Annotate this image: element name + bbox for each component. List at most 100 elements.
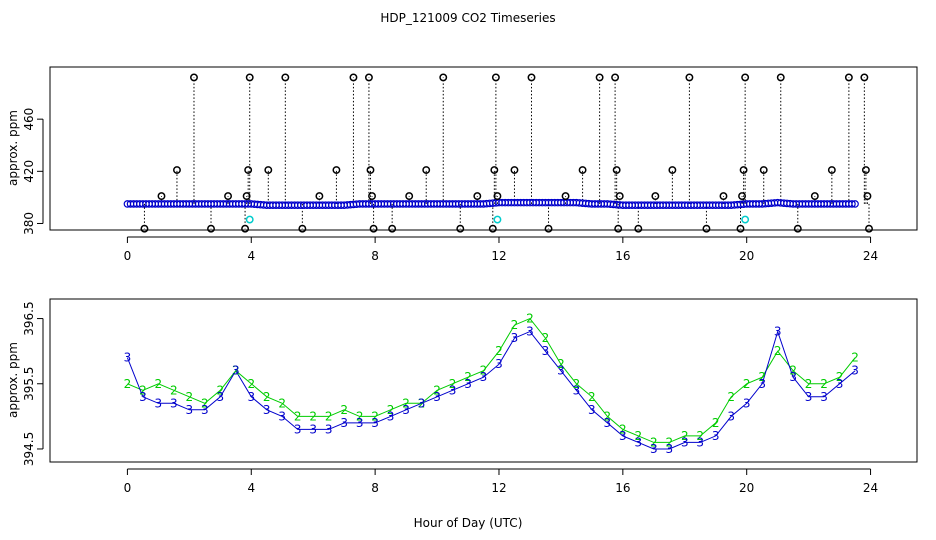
series-2-point: 2 bbox=[294, 409, 302, 423]
series-2-point: 2 bbox=[526, 312, 534, 326]
series-3-point: 3 bbox=[186, 403, 194, 417]
outlier-point bbox=[595, 73, 604, 82]
outlier-point bbox=[473, 192, 482, 201]
panel1-droplines bbox=[143, 77, 870, 229]
outlier-point bbox=[759, 166, 768, 174]
outlier-point bbox=[241, 224, 250, 233]
series-2-point: 2 bbox=[124, 377, 132, 391]
baseline-point bbox=[848, 200, 856, 208]
series-2-point: 2 bbox=[170, 383, 178, 397]
series-2-point: 2 bbox=[743, 377, 751, 391]
series-2-point: 2 bbox=[418, 396, 426, 410]
panel2-x-tick-label: 16 bbox=[615, 481, 630, 495]
outlier-point bbox=[315, 192, 324, 201]
series-3-point: 3 bbox=[480, 370, 488, 384]
series-2-line bbox=[127, 317, 856, 443]
series-3-point: 3 bbox=[557, 364, 565, 378]
panel2-x-tick-label: 8 bbox=[371, 481, 379, 495]
series-2-point: 2 bbox=[635, 429, 643, 443]
series-3-point: 3 bbox=[278, 409, 286, 423]
outlier-point bbox=[736, 224, 745, 233]
panel2-x-tick-label: 0 bbox=[124, 481, 132, 495]
outlier-point bbox=[719, 192, 728, 201]
outlier-point bbox=[612, 166, 621, 174]
series-2-point: 2 bbox=[402, 396, 410, 410]
panel2-lines bbox=[126, 317, 856, 450]
series-3-line bbox=[126, 329, 856, 450]
timeseries-smoothed-panel: approx. ppm 0 4 8 12 16 20 24 394.5 395.5 396.5 2… bbox=[6, 298, 918, 495]
series-2-point: 2 bbox=[340, 403, 348, 417]
series-3-point: 3 bbox=[696, 435, 704, 449]
series-3-point: 3 bbox=[201, 403, 209, 417]
outlier-point bbox=[865, 224, 873, 233]
outlier-point bbox=[651, 192, 660, 201]
panel1-x-tick-label: 4 bbox=[247, 249, 255, 263]
outlier-point bbox=[364, 73, 373, 82]
outlier-point bbox=[332, 166, 341, 174]
outlier-point bbox=[810, 192, 819, 201]
outlier-point bbox=[140, 224, 149, 233]
outlier-point bbox=[264, 166, 273, 174]
outlier-point bbox=[861, 166, 870, 174]
series-2-point: 2 bbox=[232, 364, 240, 378]
outlier-point bbox=[844, 73, 853, 82]
timeseries-raw-panel: approx. ppm 0 4 8 12 16 20 24 380 420 460 bbox=[6, 66, 918, 263]
series-3-point: 3 bbox=[588, 403, 596, 417]
series-3-point: 3 bbox=[309, 422, 317, 436]
series-3-point: 3 bbox=[216, 390, 224, 404]
outlier-point bbox=[634, 224, 643, 233]
series-3-point: 3 bbox=[681, 435, 689, 449]
outlier-point bbox=[456, 224, 465, 233]
series-3-point: 3 bbox=[619, 429, 627, 443]
panel1-x-tick-label: 0 bbox=[124, 249, 132, 263]
outlier-point bbox=[561, 192, 570, 201]
series-3-point: 3 bbox=[789, 370, 797, 384]
panel2-y-tick-label: 394.5 bbox=[22, 432, 36, 466]
outlier-point bbox=[242, 192, 251, 201]
series-2-point: 2 bbox=[557, 357, 565, 371]
outlier-point bbox=[615, 192, 624, 201]
series-2-point: 2 bbox=[805, 377, 813, 391]
outlier-point bbox=[491, 73, 500, 82]
series-2-point: 2 bbox=[650, 435, 658, 449]
series-2-point: 2 bbox=[758, 370, 766, 384]
outlier-point bbox=[349, 73, 358, 82]
series-2-point: 2 bbox=[449, 377, 457, 391]
series-2-point: 2 bbox=[480, 364, 488, 378]
x-axis-label: Hour of Day (UTC) bbox=[414, 516, 523, 530]
series-3-point: 3 bbox=[542, 344, 550, 358]
outlier-point bbox=[685, 73, 694, 82]
series-2-point: 2 bbox=[774, 344, 782, 358]
series-2-point: 2 bbox=[820, 377, 828, 391]
series-2-point: 2 bbox=[186, 390, 194, 404]
series-2-point: 2 bbox=[433, 383, 441, 397]
outlier-point bbox=[739, 166, 748, 174]
series-3-point: 3 bbox=[712, 429, 720, 443]
series-3-point: 3 bbox=[727, 409, 735, 423]
outlier-point bbox=[366, 166, 375, 174]
series-3-point: 3 bbox=[356, 416, 364, 430]
series-2-point: 2 bbox=[325, 409, 333, 423]
series-3-point: 3 bbox=[743, 396, 751, 410]
outlier-point bbox=[245, 73, 254, 82]
series-3-point: 3 bbox=[325, 422, 333, 436]
outlier-point bbox=[738, 192, 747, 201]
outlier-point bbox=[368, 192, 376, 201]
series-2-point: 2 bbox=[588, 390, 596, 404]
outlier-point bbox=[544, 224, 553, 233]
series-3-point: 3 bbox=[805, 390, 813, 404]
panel1-y-tick-label: 380 bbox=[22, 212, 36, 235]
outlier-point bbox=[611, 73, 620, 82]
series-3-point: 3 bbox=[263, 403, 271, 417]
series-3-point: 3 bbox=[650, 442, 658, 456]
figure-title: HDP_121009 CO2 Timeseries bbox=[380, 11, 555, 25]
series-3-point: 3 bbox=[665, 442, 673, 456]
outlier-point bbox=[488, 224, 497, 233]
series-2-point: 2 bbox=[619, 422, 627, 436]
outlier-point bbox=[298, 224, 307, 233]
series-2-point: 2 bbox=[789, 364, 797, 378]
panel1-y-tick-label: 420 bbox=[22, 160, 36, 183]
series-3-point: 3 bbox=[402, 403, 410, 417]
series-2-point: 2 bbox=[139, 383, 147, 397]
panel1-x-tick-label: 12 bbox=[491, 249, 506, 263]
